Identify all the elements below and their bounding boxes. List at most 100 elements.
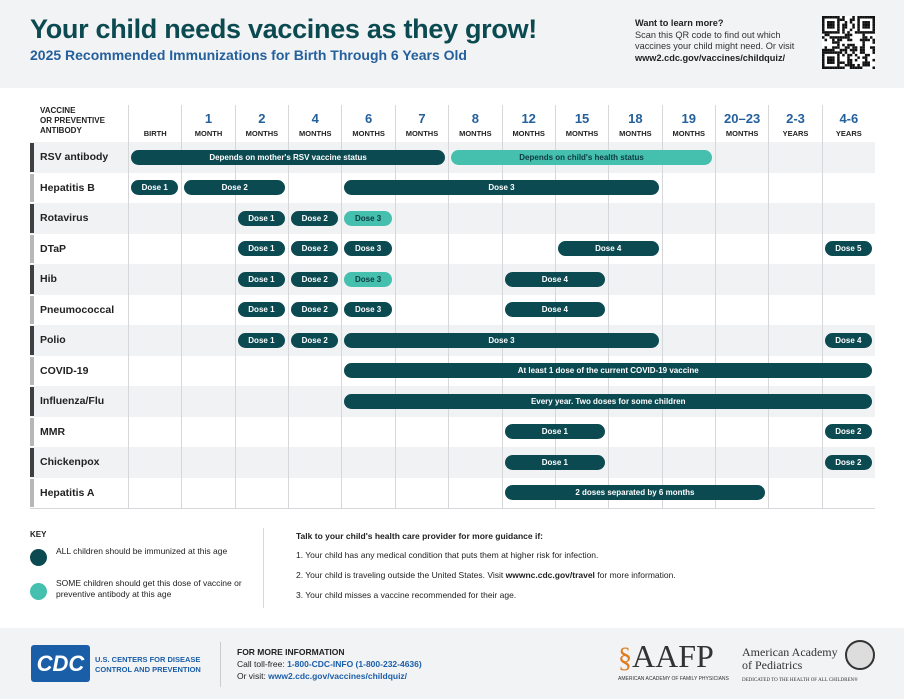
age-unit: MONTHS (672, 129, 706, 138)
vaccine-name: COVID-19 (40, 364, 89, 377)
dose-bar: Depends on mother's RSV vaccine status (131, 149, 446, 165)
all-children-swatch (30, 549, 47, 566)
quiz-link[interactable]: www2.cdc.gov/vaccines/childquiz/ (268, 671, 408, 681)
row-marker (30, 478, 34, 507)
dose-bar: Dose 1 (504, 454, 606, 470)
column-divider (288, 142, 290, 508)
dose-bar: Dose 1 (131, 180, 179, 195)
age-unit: MONTHS (405, 129, 439, 138)
column-divider (341, 142, 343, 508)
dose-bar: Dose 5 (824, 241, 873, 256)
dose-bar: Dose 2 (291, 210, 339, 226)
dose-bar: Dose 2 (291, 271, 339, 287)
key-title: KEY (30, 530, 47, 539)
age-column-header: 4 MONTHS (288, 105, 341, 142)
travel-link[interactable]: wwwnc.cdc.gov/travel (505, 570, 595, 580)
vaccine-header-line: ANTIBODY (40, 126, 82, 135)
age-unit: MONTHS (459, 129, 492, 138)
header (0, 0, 904, 88)
row-marker (30, 295, 34, 324)
row-marker (30, 173, 34, 202)
vaccine-name: Hepatitis B (40, 181, 95, 194)
footer (0, 628, 904, 699)
age-number: 6 (365, 111, 373, 126)
age-column-header: 1 MONTH (181, 105, 234, 142)
dose-bar: Dose 2 (824, 454, 873, 470)
visit-label: Or visit: (237, 671, 269, 681)
aap-seal-icon (845, 640, 875, 670)
aafp-logo-subtitle: AMERICAN ACADEMY OF FAMILY PHYSICIANS (618, 676, 729, 682)
column-divider (554, 142, 556, 508)
age-number: 2-3 (786, 111, 805, 126)
dose-bar: Dose 3 (344, 210, 392, 226)
table-row (30, 417, 875, 448)
row-marker (30, 143, 34, 172)
row-marker (30, 356, 34, 385)
qr-code-icon[interactable] (822, 16, 875, 69)
table-row (30, 264, 875, 295)
dose-bar: Dose 1 (237, 271, 286, 287)
guidance-text: for more information. (594, 570, 676, 580)
column-divider (448, 142, 450, 508)
vaccine-name: Chickenpox (40, 456, 100, 468)
vaccine-name: Influenza/Flu (40, 395, 105, 407)
cdc-name-line: U.S. CENTERS FOR DISEASE (95, 655, 201, 664)
age-column-header: 12 MONTHS (501, 105, 555, 142)
learn-url[interactable]: www2.cdc.gov/vaccines/childquiz/ (635, 52, 786, 63)
divider (220, 642, 221, 687)
dose-bar: Dose 3 (344, 180, 659, 195)
guidance-text: 2. Your child is traveling outside the U… (296, 570, 506, 580)
guidance-item: 1. Your child has any medical condition … (296, 550, 599, 560)
age-column-header: 6 MONTHS (341, 105, 394, 142)
row-marker (30, 448, 34, 477)
phone-link[interactable]: 1-800-CDC-INFO (1-800-232-4636) (287, 659, 422, 669)
dose-bar: Dose 2 (184, 180, 286, 195)
dose-bar: At least 1 dose of the current COVID-19 … (344, 363, 873, 378)
age-column-header: 19 MONTHS (661, 105, 715, 142)
page-title: Your child needs vaccines as they grow! (30, 14, 537, 44)
age-column-header: 18 MONTHS (608, 105, 661, 142)
dose-bar: Dose 4 (504, 302, 606, 317)
dose-bar: Dose 4 (557, 241, 659, 256)
row-marker (30, 417, 34, 446)
age-unit: BIRTH (143, 129, 167, 138)
row-marker (30, 326, 34, 355)
age-unit: MONTHS (299, 129, 332, 138)
guidance-item: 2. Your child is traveling outside the U… (296, 570, 676, 581)
age-number (129, 111, 181, 126)
age-column-header: 2 MONTHS (234, 105, 288, 142)
age-unit: MONTH (194, 129, 223, 138)
dose-bar: Dose 1 (237, 302, 286, 317)
cdc-logo: CDC (31, 645, 90, 682)
age-number: 1 (204, 111, 213, 126)
age-number: 4 (311, 111, 319, 126)
age-number: 18 (628, 111, 643, 126)
dose-bar: Dose 1 (237, 332, 286, 348)
vaccine-name: DTaP (40, 242, 67, 255)
age-number: 4-6 (839, 111, 859, 126)
key-all-text: ALL children should be immunized at this… (56, 546, 228, 556)
column-divider (128, 142, 129, 508)
vaccine-header-line: VACCINE (40, 106, 76, 115)
divider (30, 508, 875, 509)
dose-bar: Dose 1 (504, 424, 606, 439)
guidance-title: Talk to your child's health care provide… (296, 531, 543, 541)
age-unit: MONTHS (512, 129, 545, 138)
dose-bar: Dose 2 (291, 241, 339, 256)
table-row (30, 295, 875, 326)
age-column-header: 2-3 YEARS (768, 105, 821, 142)
vaccine-column-header: VACCINE OR PREVENTIVE ANTIBODY (40, 106, 105, 136)
more-info: FOR MORE INFORMATION Call toll-free: 1-8… (237, 646, 422, 682)
column-divider (768, 142, 770, 508)
vaccine-name: Rotavirus (40, 212, 89, 224)
dose-bar: Dose 2 (291, 332, 339, 348)
age-column-header: 4-6 YEARS (821, 105, 875, 142)
vaccine-name: Polio (40, 334, 66, 346)
dose-bar: Dose 2 (291, 302, 339, 317)
age-unit: MONTHS (352, 129, 385, 138)
column-divider (661, 142, 663, 508)
age-number: 15 (574, 111, 590, 126)
page-subtitle: 2025 Recommended Immunizations for Birth… (30, 47, 467, 63)
dose-bar: Dose 4 (824, 332, 873, 348)
dose-bar: Dose 3 (344, 241, 392, 256)
